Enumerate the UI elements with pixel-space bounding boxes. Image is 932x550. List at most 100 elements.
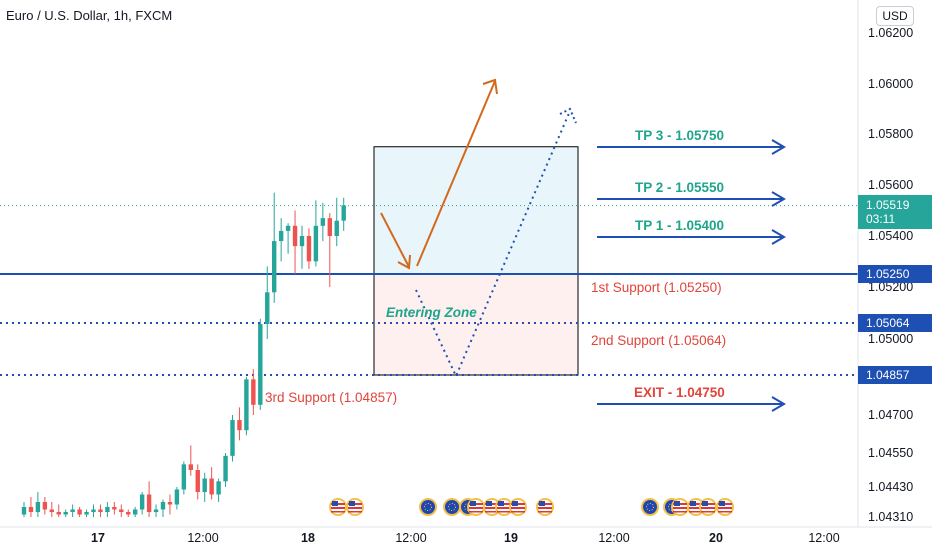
candle-body[interactable]: [70, 509, 75, 513]
us-flag-icon[interactable]: [329, 498, 347, 516]
us-flag-icon[interactable]: [467, 498, 485, 516]
candle-body[interactable]: [188, 464, 193, 470]
currency-button[interactable]: USD: [876, 6, 914, 26]
candle-body[interactable]: [181, 464, 187, 490]
candle-body[interactable]: [146, 494, 152, 513]
entry-zone: [373, 146, 579, 376]
us-canton: [539, 501, 545, 506]
candle-body[interactable]: [167, 502, 173, 505]
entering-zone-label: Entering Zone: [386, 305, 477, 320]
level-tag-value: 1.05250: [866, 267, 910, 281]
eu-flag-icon[interactable]: [419, 498, 437, 516]
level-tag-value: 1.04857: [866, 368, 910, 382]
us-flag-icon[interactable]: [346, 498, 364, 516]
tp3-arrow-head: [771, 139, 786, 155]
us-flag-icon[interactable]: [536, 498, 554, 516]
price-tick-label: 1.05200: [868, 280, 913, 294]
price-tags: 1.05519 03:11: [858, 195, 932, 229]
candle-body[interactable]: [28, 507, 34, 512]
candle-body[interactable]: [327, 218, 332, 236]
candle-body[interactable]: [112, 507, 117, 510]
candle-body[interactable]: [105, 507, 110, 512]
candle-body[interactable]: [272, 241, 277, 293]
candle-body[interactable]: [153, 509, 159, 513]
us-flag-icon[interactable]: [716, 498, 734, 516]
countdown-value: 03:11: [866, 212, 895, 226]
us-stripe: [469, 507, 483, 509]
us-stripe: [689, 511, 703, 513]
us-canton: [512, 501, 518, 506]
drawings: [380, 78, 786, 412]
candle-body[interactable]: [285, 225, 291, 231]
candle-body[interactable]: [160, 502, 166, 510]
dotted-arrowhead: [559, 107, 577, 124]
candle-body[interactable]: [244, 379, 249, 431]
candle-body[interactable]: [216, 481, 221, 495]
price-tick-label: 1.05400: [868, 229, 913, 243]
us-flag-icon[interactable]: [699, 498, 717, 516]
current-price-value: 1.05519: [866, 198, 910, 212]
us-stripe: [701, 511, 715, 513]
candle-body[interactable]: [278, 230, 284, 242]
entry-zone-box: [373, 273, 579, 376]
us-flag-icon[interactable]: [671, 498, 689, 516]
candle-body[interactable]: [306, 236, 312, 262]
us-flag-icon[interactable]: [495, 498, 513, 516]
candle-body[interactable]: [119, 509, 124, 513]
candle-body[interactable]: [42, 502, 48, 510]
candle-body[interactable]: [126, 512, 131, 515]
us-canton: [498, 501, 504, 506]
candle-body[interactable]: [77, 509, 82, 515]
candle-body[interactable]: [35, 502, 41, 512]
time-axis[interactable]: 17 12:00 18 12:00 19 12:00 20 12:00: [0, 526, 932, 545]
candle-body[interactable]: [174, 489, 180, 505]
us-stripe: [485, 511, 499, 513]
candle-body[interactable]: [292, 225, 298, 247]
economic-events[interactable]: [329, 498, 734, 516]
candle-body[interactable]: [341, 205, 346, 221]
candle-body[interactable]: [21, 507, 27, 515]
us-stripe: [673, 511, 687, 513]
tp2-label: TP 2 - 1.05550: [635, 180, 724, 195]
candle-body[interactable]: [98, 509, 103, 513]
candle-body[interactable]: [195, 470, 200, 492]
candle-body[interactable]: [133, 509, 138, 515]
candle-body[interactable]: [49, 509, 54, 513]
candle-body[interactable]: [223, 455, 228, 482]
eu-flag-icon[interactable]: [641, 498, 659, 516]
orange-arrow-down: [380, 212, 410, 268]
level-tag-3: [858, 366, 932, 384]
candle-body[interactable]: [320, 218, 326, 226]
candle-body[interactable]: [258, 324, 263, 405]
candle-body[interactable]: [91, 509, 96, 513]
candle-body[interactable]: [299, 236, 305, 247]
us-flag-icon[interactable]: [509, 498, 527, 516]
candle-body[interactable]: [202, 478, 207, 493]
price-tick-label: 1.04700: [868, 408, 913, 422]
candle-body[interactable]: [63, 512, 68, 515]
level-tag-value: 1.05064: [866, 316, 910, 330]
us-canton: [486, 501, 492, 506]
candle-body[interactable]: [230, 420, 235, 456]
support3-label: 3rd Support (1.04857): [265, 390, 397, 405]
candle-body[interactable]: [139, 494, 145, 510]
price-tick-label: 1.04550: [868, 446, 913, 460]
candle-body[interactable]: [251, 379, 256, 405]
candles[interactable]: [21, 192, 346, 517]
us-stripe: [497, 511, 511, 513]
eu-flag-icon[interactable]: [443, 498, 461, 516]
level-tag-1: [858, 265, 932, 283]
candle-body[interactable]: [84, 512, 89, 515]
candle-body[interactable]: [56, 512, 61, 515]
candle-body[interactable]: [334, 220, 339, 236]
level-tag-2: [858, 314, 932, 332]
candle-body[interactable]: [237, 420, 242, 431]
candle-body[interactable]: [209, 478, 214, 495]
us-stripe: [331, 507, 345, 509]
us-stripe: [348, 507, 362, 509]
price-axis[interactable]: 1.06200 1.06000 1.05800 1.05600 1.05400 1.052…: [857, 0, 932, 527]
candle-body[interactable]: [313, 225, 319, 262]
price-tick-label: 1.04430: [868, 480, 913, 494]
candle-body[interactable]: [265, 292, 270, 324]
